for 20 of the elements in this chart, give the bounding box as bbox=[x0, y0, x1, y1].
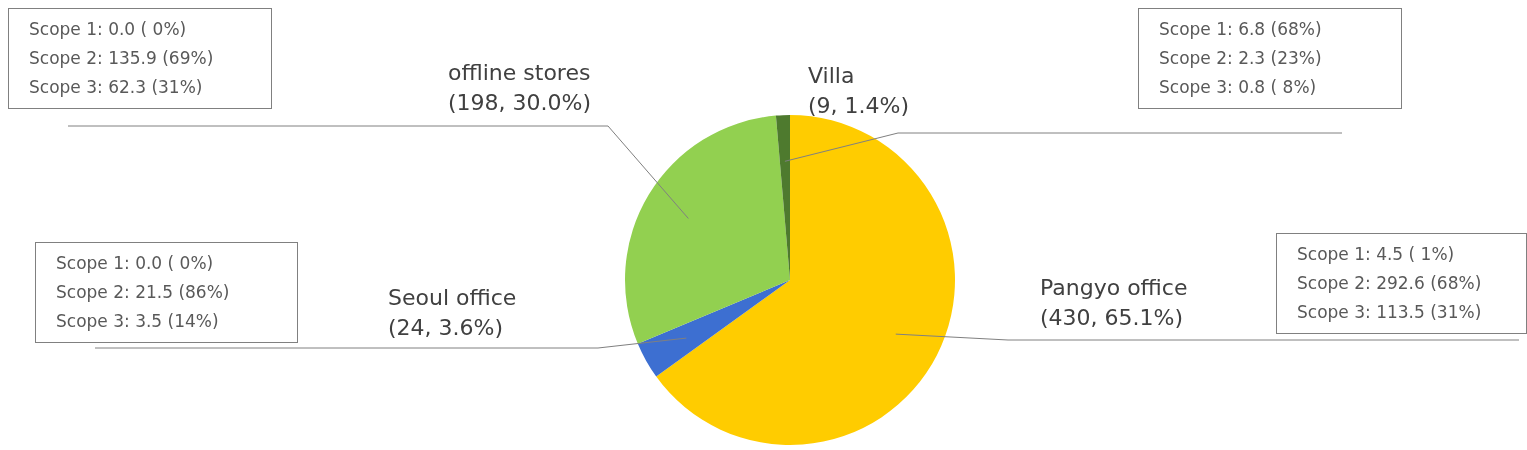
data-label: (24, 3.6%) bbox=[388, 314, 504, 340]
text: Scope 1: 0.0 ( 0%) bbox=[29, 18, 188, 41]
data-label: (198, 30.0%) bbox=[448, 89, 592, 115]
slice-label: Seoul office bbox=[388, 284, 517, 310]
text: Scope 3: 62.3 (31%) bbox=[29, 76, 204, 99]
slice-label: Pangyo office bbox=[1040, 274, 1188, 300]
slice-label: offline stores bbox=[448, 59, 591, 85]
text: Scope 2: 292.6 (68%) bbox=[1297, 272, 1483, 295]
text: Scope 3: 3.5 (14%) bbox=[56, 310, 220, 333]
text: Scope 2: 21.5 (86%) bbox=[56, 281, 231, 304]
data-label: (9, 1.4%) bbox=[808, 92, 910, 118]
text: Scope 1: 6.8 (68%) bbox=[1159, 18, 1323, 41]
text: Scope 2: 135.9 (69%) bbox=[29, 47, 215, 70]
text: Scope 3: 113.5 (31%) bbox=[1297, 301, 1483, 324]
slice-label: Villa bbox=[808, 62, 855, 88]
text: Scope 1: 0.0 ( 0%) bbox=[56, 252, 215, 275]
text: Scope 1: 4.5 ( 1%) bbox=[1297, 243, 1456, 266]
text: Scope 2: 2.3 (23%) bbox=[1159, 47, 1323, 70]
data-label: (430, 65.1%) bbox=[1040, 304, 1184, 330]
text: Scope 3: 0.8 ( 8%) bbox=[1159, 76, 1318, 99]
